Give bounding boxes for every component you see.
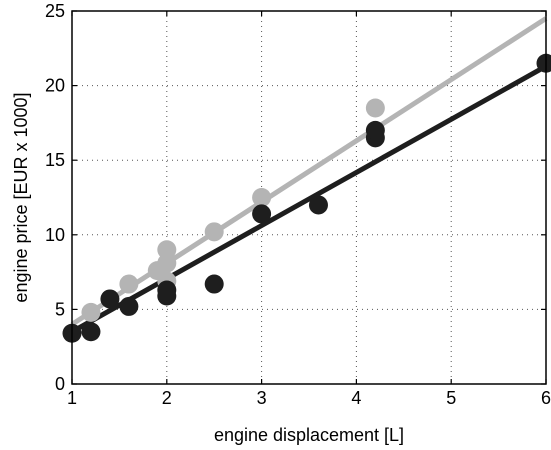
data-point-series-1 [365,98,385,118]
x-tick-label: 1 [67,388,77,408]
y-tick-label: 5 [55,299,65,319]
data-point-series-1 [81,302,101,322]
data-point-series-2 [536,53,551,73]
fit-line-1 [70,16,548,327]
data-point-series-2 [365,120,385,140]
x-tick-label: 5 [446,388,456,408]
y-tick-label: 25 [45,1,65,21]
data-points [62,53,551,343]
data-point-series-2 [119,296,139,316]
fit-lines [70,16,548,334]
data-point-series-1 [157,253,177,273]
data-point-series-2 [157,280,177,300]
x-tick-label: 2 [162,388,172,408]
fit-line-2 [70,64,548,334]
plot-frame [71,10,547,385]
x-tick-label: 6 [541,388,551,408]
x-tick-label: 3 [257,388,267,408]
x-tick-label: 4 [351,388,361,408]
data-point-series-1 [252,188,272,207]
data-point-series-1 [204,222,224,242]
data-point-series-2 [81,322,101,342]
y-tick-label: 0 [55,374,65,394]
x-axis-label: engine displacement [L] [214,425,404,445]
data-point-series-1 [157,240,177,260]
data-point-series-1 [119,274,139,294]
data-point-series-2 [252,204,272,224]
y-tick-label: 20 [45,76,65,96]
axis-ticks: 1 2 3 4 5 6 0 5 10 15 20 25 [45,1,551,408]
y-axis-label: engine price [EUR x 1000] [11,92,31,302]
data-point-series-2 [100,289,120,309]
grid-lines [72,11,546,384]
y-tick-label: 10 [45,225,65,245]
data-point-series-2 [204,274,224,294]
data-point-series-2 [308,195,328,215]
y-tick-label: 15 [45,150,65,170]
